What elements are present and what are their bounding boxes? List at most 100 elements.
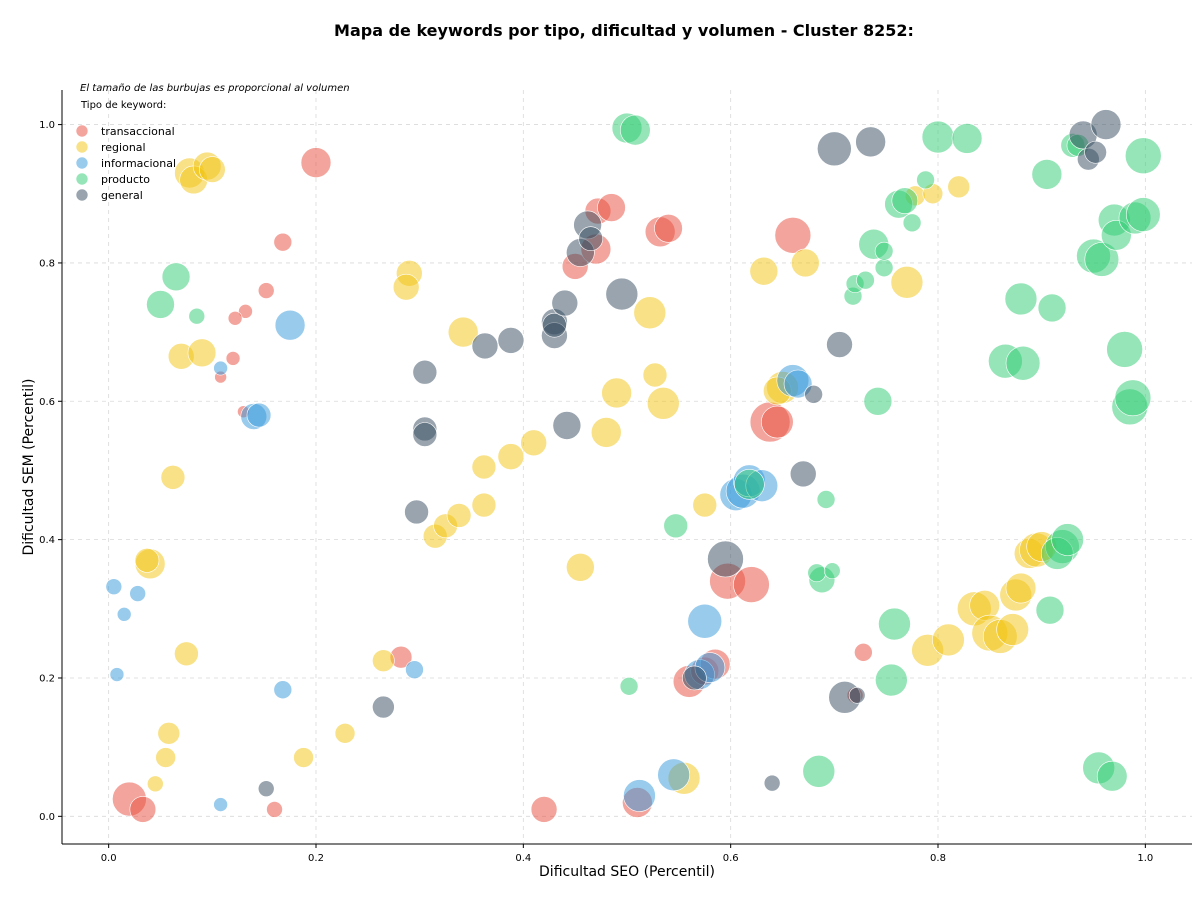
bubble-regional	[160, 465, 186, 490]
bubble-general	[372, 695, 395, 719]
x-tick-label: 0.6	[723, 853, 739, 864]
bubble-producto	[1037, 293, 1067, 323]
bubble-producto	[874, 258, 894, 278]
bubble-regional	[293, 747, 314, 768]
bubble-producto	[874, 241, 894, 261]
bubble-regional	[947, 175, 971, 199]
bubble-transaccional	[266, 801, 283, 818]
bubble-transaccional	[273, 232, 293, 252]
y-tick-label: 1.0	[39, 120, 55, 131]
bubble-general	[682, 665, 707, 691]
bubble-regional	[932, 623, 965, 657]
bubble-regional	[174, 641, 199, 667]
bubble-regional	[334, 723, 356, 744]
x-tick-label: 0.2	[308, 853, 324, 864]
bubble-regional	[692, 492, 718, 518]
bubble-regional	[392, 273, 420, 301]
bubble-producto	[1125, 197, 1161, 232]
bubble-producto	[1124, 137, 1162, 175]
bubble-producto	[1035, 595, 1065, 625]
bubble-informacional	[129, 585, 146, 602]
y-tick-label: 0.6	[39, 397, 55, 408]
bubble-general	[817, 131, 852, 167]
bubble-transaccional	[225, 351, 241, 366]
bubble-general	[707, 540, 744, 578]
legend-marker-general	[75, 188, 89, 202]
bubble-transaccional	[733, 566, 770, 603]
bubble-producto	[1114, 379, 1152, 417]
bubble-general	[412, 422, 438, 447]
bubble-transaccional	[654, 214, 683, 243]
bubble-general	[404, 499, 429, 525]
bubble-transaccional	[854, 643, 873, 662]
bubble-producto	[619, 676, 639, 696]
bubble-regional	[601, 377, 632, 409]
axes	[61, 90, 1192, 845]
bubble-regional	[1005, 572, 1037, 604]
bubble-transaccional	[227, 310, 243, 326]
bubble-informacional	[405, 660, 424, 679]
x-ticks: 0.0 0.2 0.4 0.6 0.8 1.0	[101, 844, 1153, 864]
bubble-regional	[996, 613, 1029, 646]
bubble-general	[497, 327, 525, 354]
legend-marker-producto	[75, 172, 89, 186]
bubble-producto	[856, 270, 875, 290]
bubble-producto	[1005, 345, 1041, 381]
legend-label-informacional: informacional	[101, 157, 176, 170]
bubble-general	[826, 331, 853, 358]
bubble-informacional	[273, 680, 293, 700]
bubble-regional	[447, 316, 479, 348]
x-tick-label: 0.4	[515, 853, 531, 864]
y-ticks: 0.0 0.2 0.4 0.6 0.8 1.0	[39, 120, 62, 823]
bubble-producto	[146, 290, 175, 319]
bubble-regional	[134, 548, 160, 573]
bubble-transaccional	[300, 147, 332, 178]
x-tick-label: 1.0	[1137, 853, 1153, 864]
bubble-general	[855, 126, 886, 158]
bubble-producto	[1051, 523, 1084, 556]
bubble-general	[542, 312, 567, 338]
y-tick-label: 0.8	[39, 258, 55, 269]
bubble-producto	[951, 123, 983, 154]
bubble-regional	[646, 387, 680, 420]
bubble-transaccional	[774, 216, 812, 254]
legend-title: Tipo de keyword:	[80, 100, 166, 111]
bubble-regional	[446, 503, 472, 528]
bubble-producto	[1096, 760, 1128, 792]
bubbles	[105, 109, 1162, 823]
bubble-regional	[520, 429, 547, 457]
bubble-regional	[372, 649, 395, 672]
bubble-producto	[1106, 331, 1143, 368]
x-axis-label: Dificultad SEO (Percentil)	[539, 864, 715, 880]
bubble-regional	[749, 256, 779, 286]
bubble-producto	[816, 490, 836, 509]
bubble-general	[412, 359, 438, 385]
bubble-informacional	[623, 779, 656, 812]
bubble-producto	[921, 120, 955, 154]
bubble-general	[578, 226, 604, 252]
bubble-general	[1090, 109, 1122, 140]
bubble-producto	[916, 170, 935, 190]
bubble-regional	[471, 492, 497, 518]
legend-label-general: general	[101, 189, 143, 202]
bubble-regional	[566, 553, 595, 582]
bubble-informacional	[116, 607, 132, 622]
bubble-general	[1084, 140, 1107, 164]
bubble-producto	[902, 213, 922, 233]
legend-items: transaccional regional informacional produc…	[75, 124, 176, 202]
bubble-size-note: El tamaño de las burbujas es proporciona…	[80, 83, 350, 94]
bubble-regional	[791, 248, 820, 278]
bubble-transaccional	[597, 193, 626, 222]
bubble-transaccional	[129, 796, 157, 823]
y-tick-label: 0.0	[39, 812, 55, 823]
legend: Tipo de keyword: transaccional regional in…	[75, 100, 176, 202]
bubble-producto	[802, 755, 836, 788]
bubble-regional	[642, 362, 668, 388]
bubble-regional	[890, 266, 924, 299]
bubble-regional	[497, 443, 525, 470]
bubble-general	[551, 289, 579, 317]
bubble-producto	[863, 386, 893, 416]
bubble-general	[804, 385, 823, 404]
